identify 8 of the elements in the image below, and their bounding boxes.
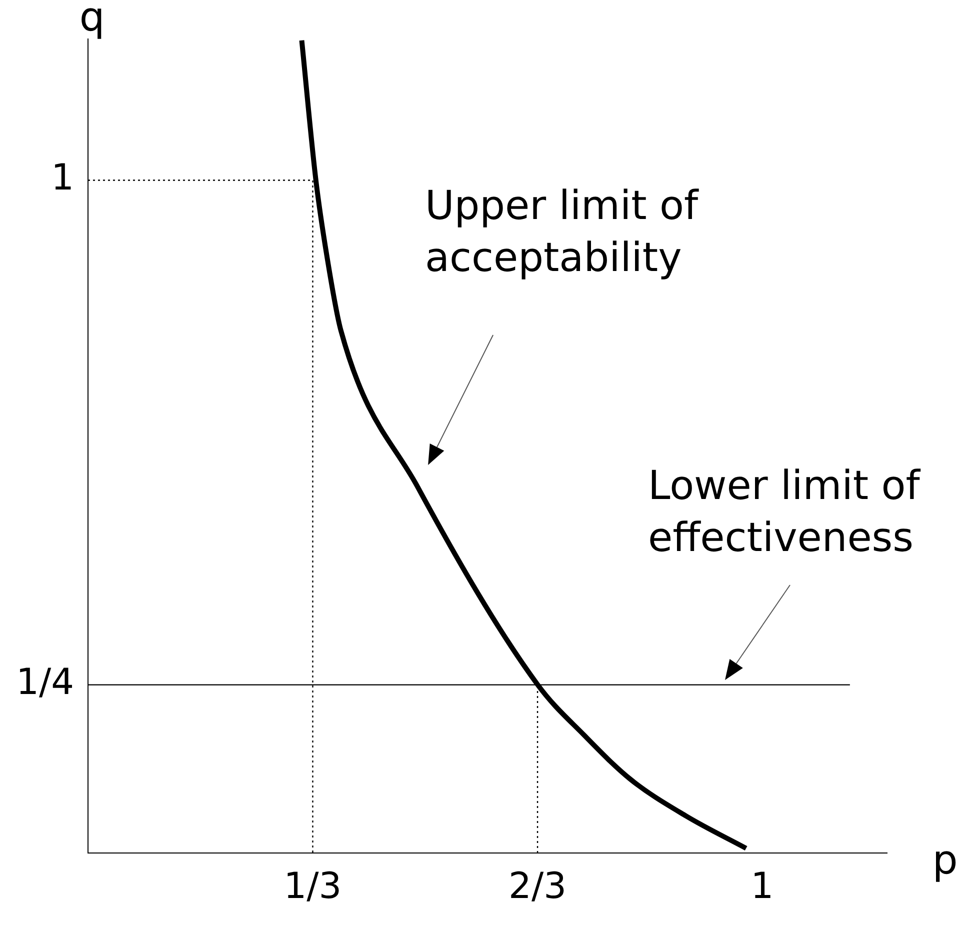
y-axis-title: q	[79, 0, 105, 40]
annotation: Upper limit of acceptability	[425, 183, 700, 281]
x-tick-label: 2/3	[508, 866, 566, 907]
x-tick-label: 1	[750, 866, 774, 907]
x-axis-title: p	[932, 837, 958, 884]
x-tick-label: 1/3	[284, 866, 342, 907]
y-tick-label: 1/4	[16, 662, 74, 704]
annotation: Lower limit of effectiveness	[648, 463, 921, 561]
